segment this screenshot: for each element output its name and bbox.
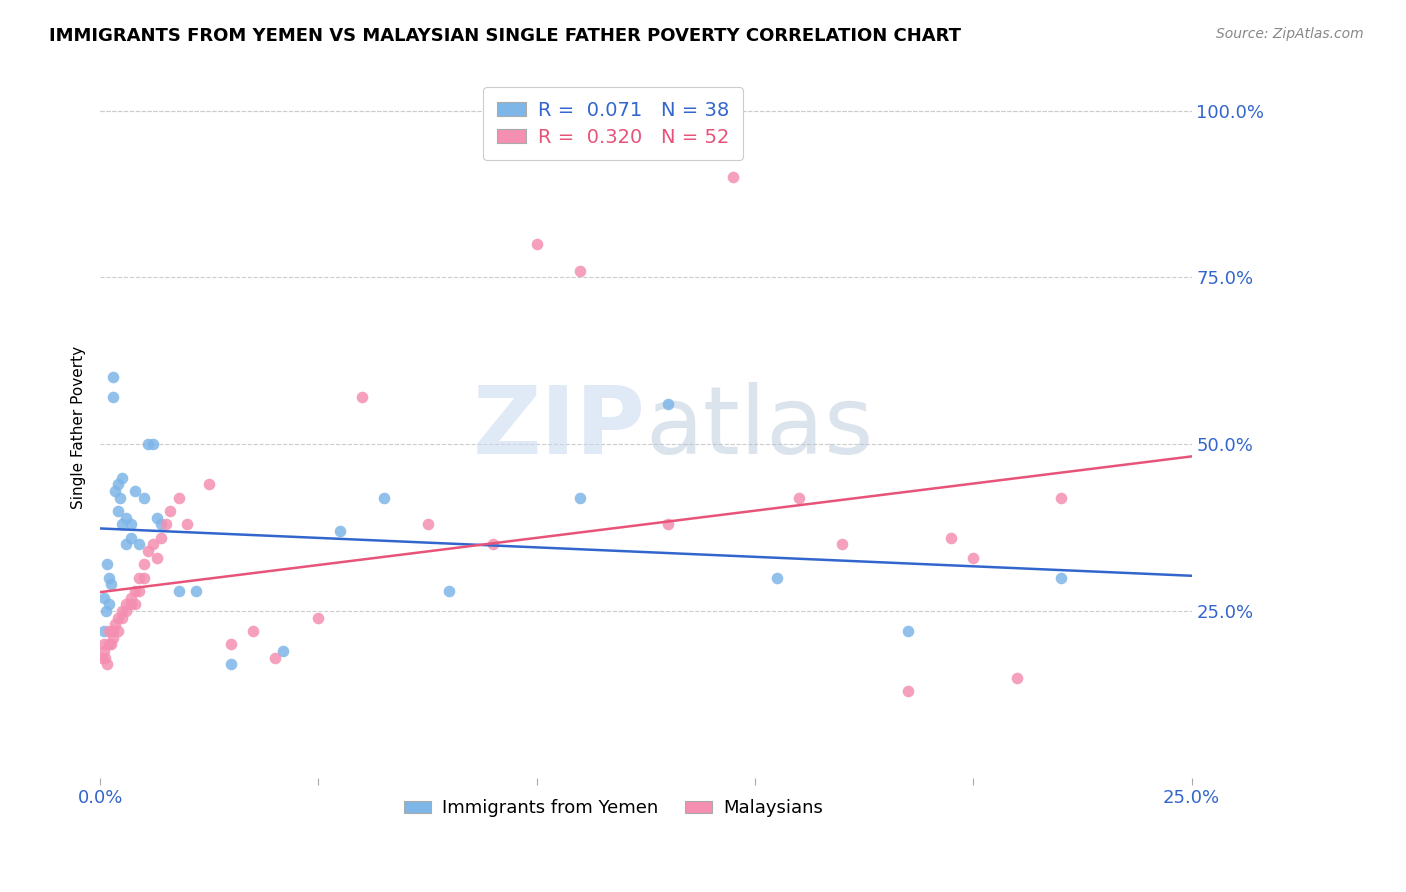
Point — [962, 550, 984, 565]
Point — [439, 583, 461, 598]
Point — [263, 650, 285, 665]
Point — [352, 391, 374, 405]
Point — [897, 624, 920, 638]
Point — [111, 610, 134, 624]
Point — [120, 531, 142, 545]
Point — [136, 437, 159, 451]
Point — [941, 531, 963, 545]
Point — [96, 657, 118, 672]
Point — [111, 604, 134, 618]
Point — [93, 644, 115, 658]
Point — [128, 537, 150, 551]
Legend: Immigrants from Yemen, Malaysians: Immigrants from Yemen, Malaysians — [396, 792, 830, 824]
Point — [159, 504, 181, 518]
Point — [721, 170, 744, 185]
Point — [93, 591, 115, 605]
Point — [132, 491, 155, 505]
Point — [219, 657, 242, 672]
Point — [569, 264, 592, 278]
Point — [897, 684, 920, 698]
Text: ZIP: ZIP — [472, 382, 645, 474]
Point — [103, 391, 125, 405]
Point — [107, 504, 129, 518]
Point — [198, 477, 221, 491]
Point — [329, 524, 352, 538]
Point — [94, 604, 117, 618]
Point — [97, 597, 120, 611]
Point — [94, 650, 117, 665]
Point — [93, 624, 115, 638]
Point — [657, 397, 679, 411]
Point — [120, 517, 142, 532]
Point — [124, 483, 146, 498]
Point — [155, 517, 177, 532]
Point — [146, 550, 169, 565]
Point — [124, 583, 146, 598]
Point — [100, 577, 122, 591]
Point — [93, 637, 115, 651]
Point — [103, 624, 125, 638]
Point — [100, 637, 122, 651]
Point — [657, 517, 679, 532]
Point — [1049, 491, 1071, 505]
Point — [141, 537, 163, 551]
Point — [132, 570, 155, 584]
Text: Source: ZipAtlas.com: Source: ZipAtlas.com — [1216, 27, 1364, 41]
Point — [141, 437, 163, 451]
Point — [111, 470, 134, 484]
Point — [150, 531, 173, 545]
Point — [104, 617, 127, 632]
Point — [1005, 671, 1028, 685]
Text: atlas: atlas — [645, 382, 875, 474]
Point — [831, 537, 853, 551]
Point — [115, 537, 138, 551]
Point — [219, 637, 242, 651]
Point — [124, 597, 146, 611]
Point — [128, 583, 150, 598]
Point — [104, 483, 127, 498]
Point — [97, 637, 120, 651]
Point — [416, 517, 439, 532]
Point — [569, 491, 592, 505]
Point — [97, 570, 120, 584]
Point — [273, 644, 295, 658]
Point — [1049, 570, 1071, 584]
Point — [787, 491, 810, 505]
Point — [111, 517, 134, 532]
Point — [128, 570, 150, 584]
Point — [242, 624, 264, 638]
Point — [115, 604, 138, 618]
Point — [120, 591, 142, 605]
Point — [167, 583, 190, 598]
Point — [167, 491, 190, 505]
Point — [107, 477, 129, 491]
Point — [373, 491, 395, 505]
Point — [136, 544, 159, 558]
Point — [115, 597, 138, 611]
Point — [307, 610, 329, 624]
Point — [107, 610, 129, 624]
Point — [132, 558, 155, 572]
Point — [103, 631, 125, 645]
Y-axis label: Single Father Poverty: Single Father Poverty — [72, 346, 86, 509]
Point — [97, 624, 120, 638]
Text: IMMIGRANTS FROM YEMEN VS MALAYSIAN SINGLE FATHER POVERTY CORRELATION CHART: IMMIGRANTS FROM YEMEN VS MALAYSIAN SINGL… — [49, 27, 962, 45]
Point — [150, 517, 173, 532]
Point — [108, 491, 131, 505]
Point — [176, 517, 198, 532]
Point — [482, 537, 505, 551]
Point — [186, 583, 208, 598]
Point — [96, 558, 118, 572]
Point — [766, 570, 789, 584]
Point — [103, 370, 125, 384]
Point — [91, 650, 114, 665]
Point — [146, 510, 169, 524]
Point — [115, 510, 138, 524]
Point — [526, 237, 548, 252]
Point — [107, 624, 129, 638]
Point — [120, 597, 142, 611]
